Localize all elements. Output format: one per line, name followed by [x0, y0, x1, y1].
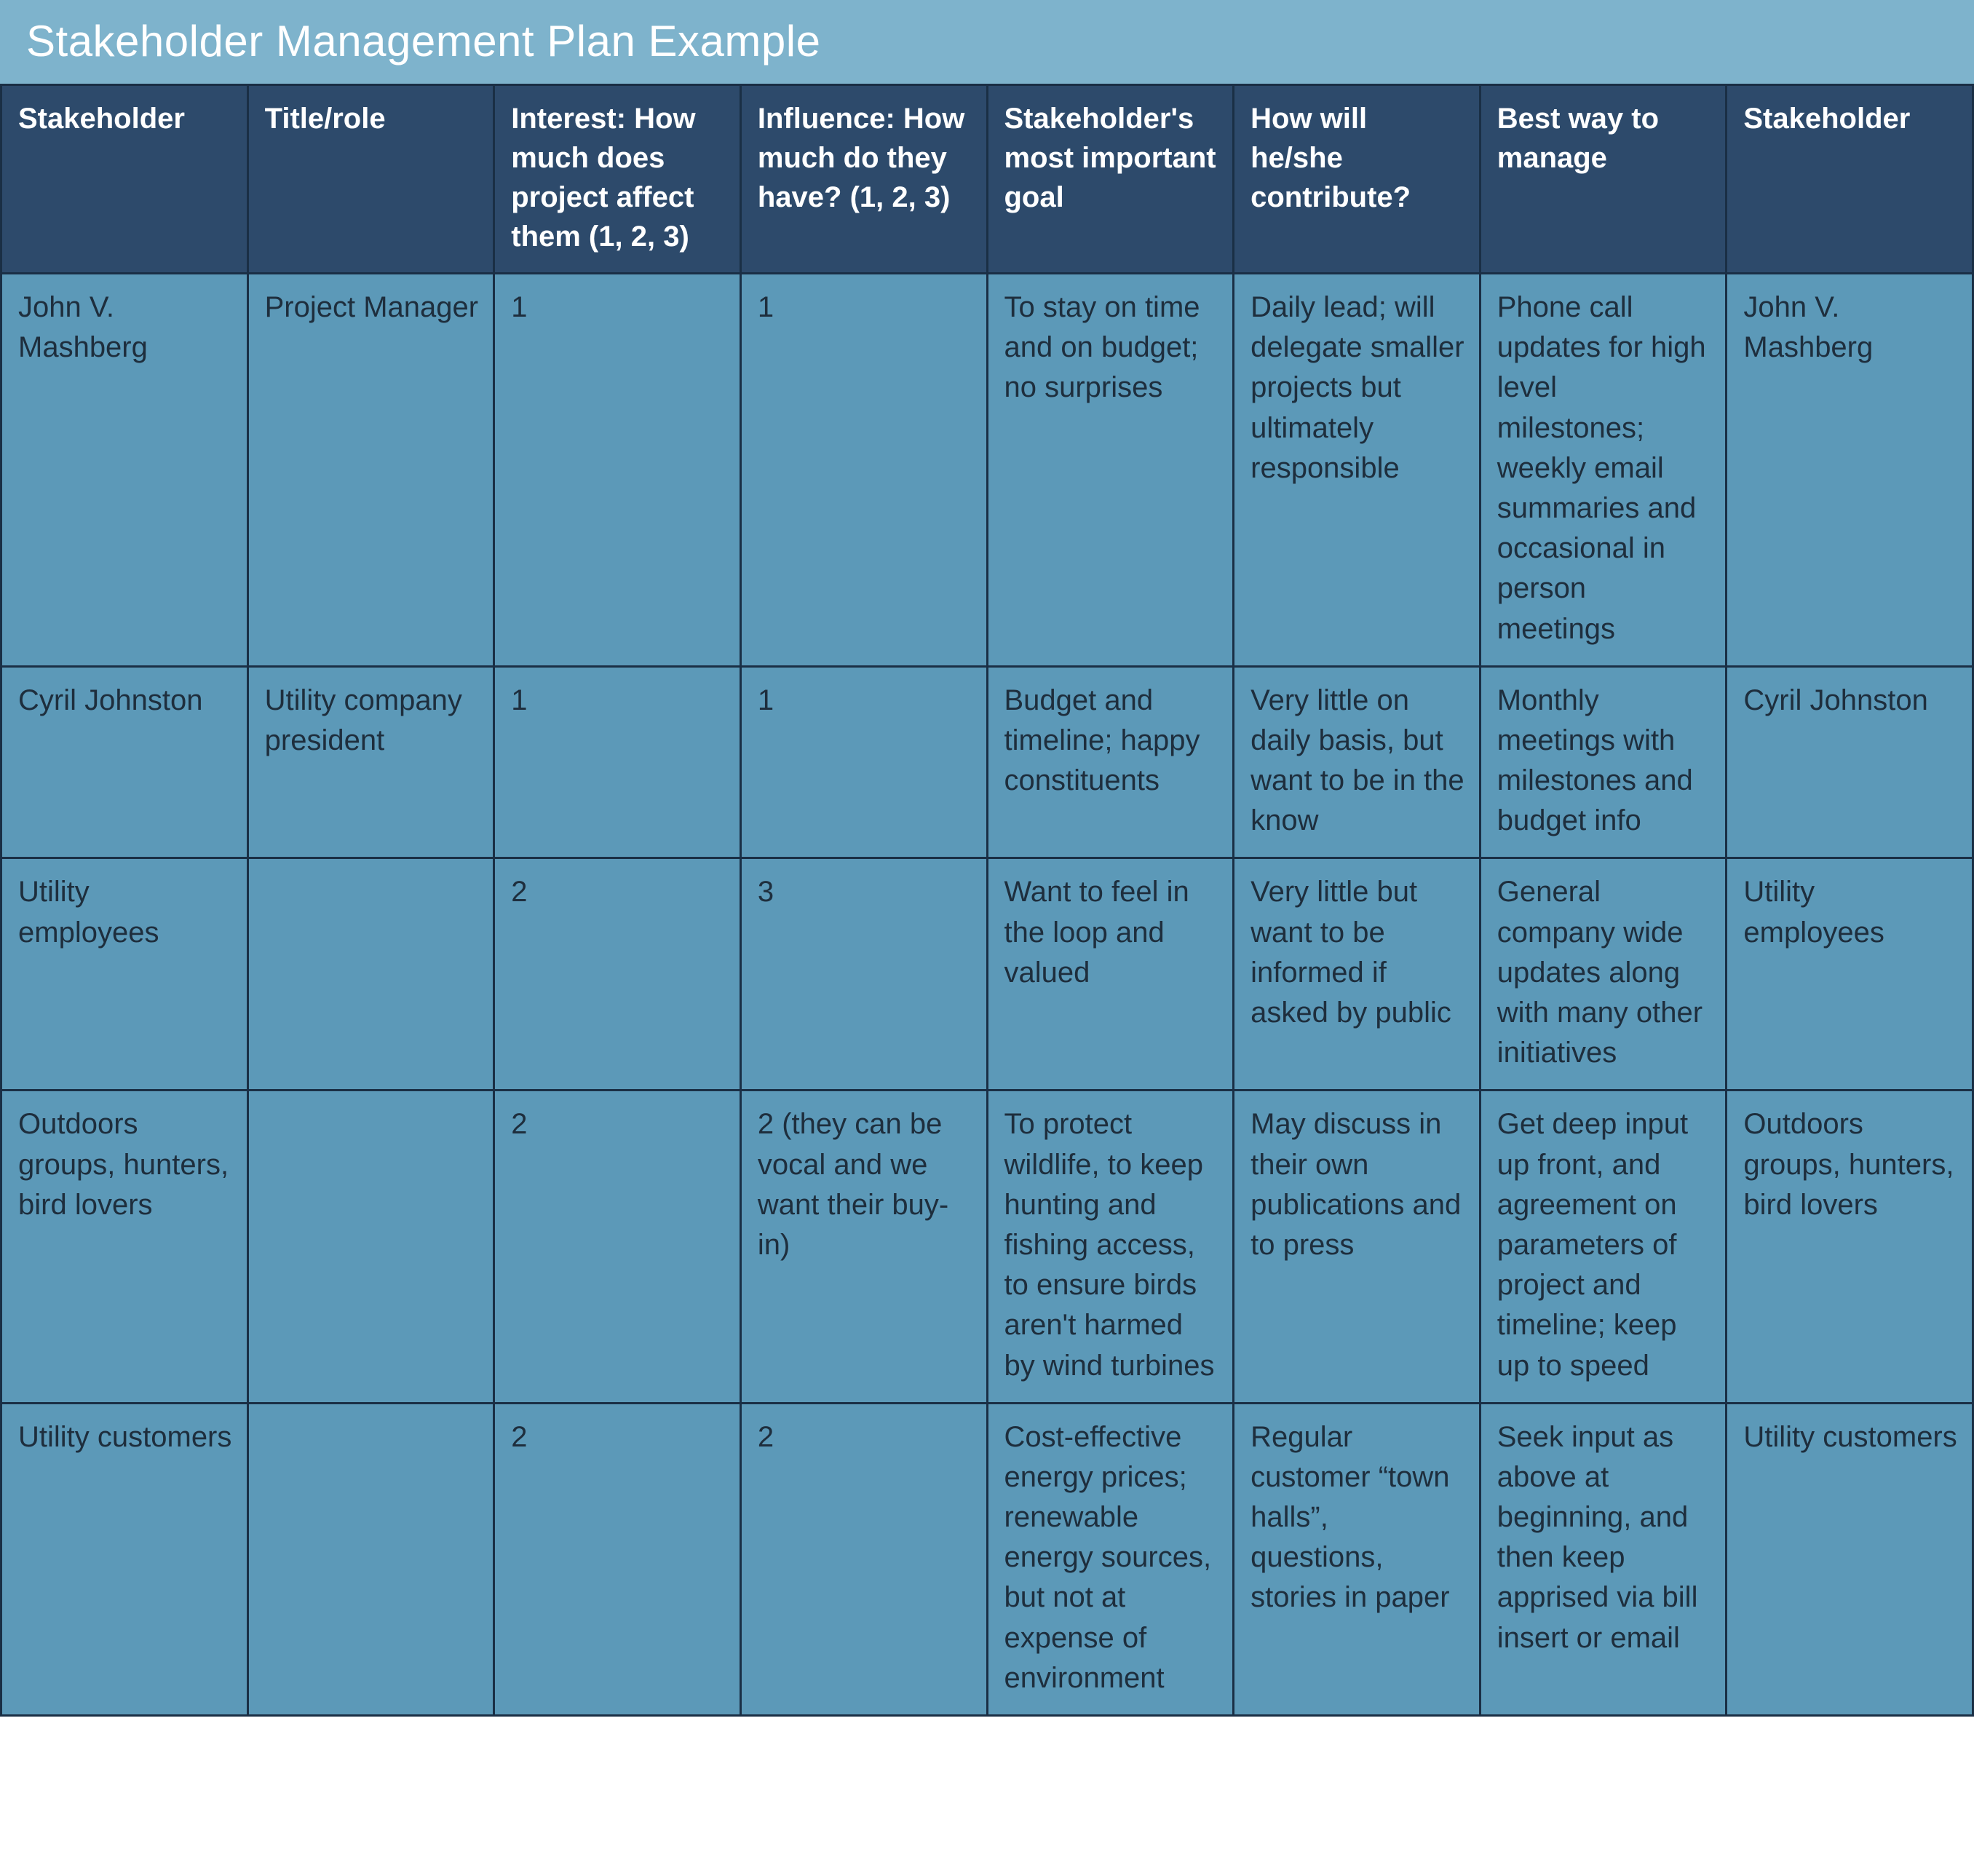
col-stakeholder-2: Stakeholder: [1727, 85, 1973, 274]
table-row: Utility employees 23Want to feel in the l…: [1, 858, 1973, 1091]
cell-goal: To stay on time and on budget; no surpri…: [987, 274, 1234, 667]
cell-stakeholder2: Utility employees: [1727, 858, 1973, 1091]
cell-manage: Seek input as above at beginning, and th…: [1480, 1403, 1727, 1715]
cell-stakeholder2: Cyril Johnston: [1727, 666, 1973, 858]
cell-interest: 2: [494, 1091, 741, 1403]
cell-influence: 2 (they can be vocal and we want their b…: [740, 1091, 987, 1403]
cell-contribute: Very little but want to be informed if a…: [1234, 858, 1480, 1091]
col-interest: Interest: How much does project affect t…: [494, 85, 741, 274]
cell-goal: Budget and timeline; happy constituents: [987, 666, 1234, 858]
cell-title_role: [247, 1091, 494, 1403]
cell-goal: Cost-effective energy prices; renewable …: [987, 1403, 1234, 1715]
table-row: Outdoors groups, hunters, bird lovers 22 …: [1, 1091, 1973, 1403]
cell-stakeholder2: John V. Mashberg: [1727, 274, 1973, 667]
cell-title_role: Utility company president: [247, 666, 494, 858]
cell-title_role: [247, 858, 494, 1091]
cell-goal: Want to feel in the loop and valued: [987, 858, 1234, 1091]
cell-manage: Phone call updates for high level milest…: [1480, 274, 1727, 667]
page-title: Stakeholder Management Plan Example: [0, 0, 1974, 84]
col-stakeholder: Stakeholder: [1, 85, 248, 274]
cell-manage: Get deep input up front, and agreement o…: [1480, 1091, 1727, 1403]
cell-stakeholder2: Utility customers: [1727, 1403, 1973, 1715]
col-contribute: How will he/she contribute?: [1234, 85, 1480, 274]
cell-stakeholder: John V. Mashberg: [1, 274, 248, 667]
cell-interest: 2: [494, 1403, 741, 1715]
cell-contribute: Daily lead; will delegate smaller projec…: [1234, 274, 1480, 667]
cell-stakeholder: Outdoors groups, hunters, bird lovers: [1, 1091, 248, 1403]
cell-contribute: May discuss in their own publications an…: [1234, 1091, 1480, 1403]
cell-stakeholder: Cyril Johnston: [1, 666, 248, 858]
col-title-role: Title/role: [247, 85, 494, 274]
cell-interest: 2: [494, 858, 741, 1091]
cell-interest: 1: [494, 274, 741, 667]
col-influence: Influence: How much do they have? (1, 2,…: [740, 85, 987, 274]
col-manage: Best way to manage: [1480, 85, 1727, 274]
cell-contribute: Very little on daily basis, but want to …: [1234, 666, 1480, 858]
cell-manage: Monthly meetings with milestones and bud…: [1480, 666, 1727, 858]
stakeholder-table: Stakeholder Title/role Interest: How muc…: [0, 84, 1974, 1717]
cell-stakeholder: Utility customers: [1, 1403, 248, 1715]
table-container: Stakeholder Management Plan Example Stak…: [0, 0, 1974, 1717]
cell-influence: 3: [740, 858, 987, 1091]
cell-influence: 1: [740, 666, 987, 858]
header-row: Stakeholder Title/role Interest: How muc…: [1, 85, 1973, 274]
cell-title_role: Project Manager: [247, 274, 494, 667]
cell-manage: General company wide updates along with …: [1480, 858, 1727, 1091]
col-goal: Stakeholder's most important goal: [987, 85, 1234, 274]
cell-title_role: [247, 1403, 494, 1715]
cell-stakeholder2: Outdoors groups, hunters, bird lovers: [1727, 1091, 1973, 1403]
cell-influence: 2: [740, 1403, 987, 1715]
cell-contribute: Regular customer “town halls”, questions…: [1234, 1403, 1480, 1715]
cell-stakeholder: Utility employees: [1, 858, 248, 1091]
cell-influence: 1: [740, 274, 987, 667]
table-row: John V. Mashberg Project Manager11 To st…: [1, 274, 1973, 667]
cell-goal: To protect wildlife, to keep hunting and…: [987, 1091, 1234, 1403]
cell-interest: 1: [494, 666, 741, 858]
table-row: Utility customers22Cost-effective energy…: [1, 1403, 1973, 1715]
table-row: Cyril JohnstonUtility company president1…: [1, 666, 1973, 858]
